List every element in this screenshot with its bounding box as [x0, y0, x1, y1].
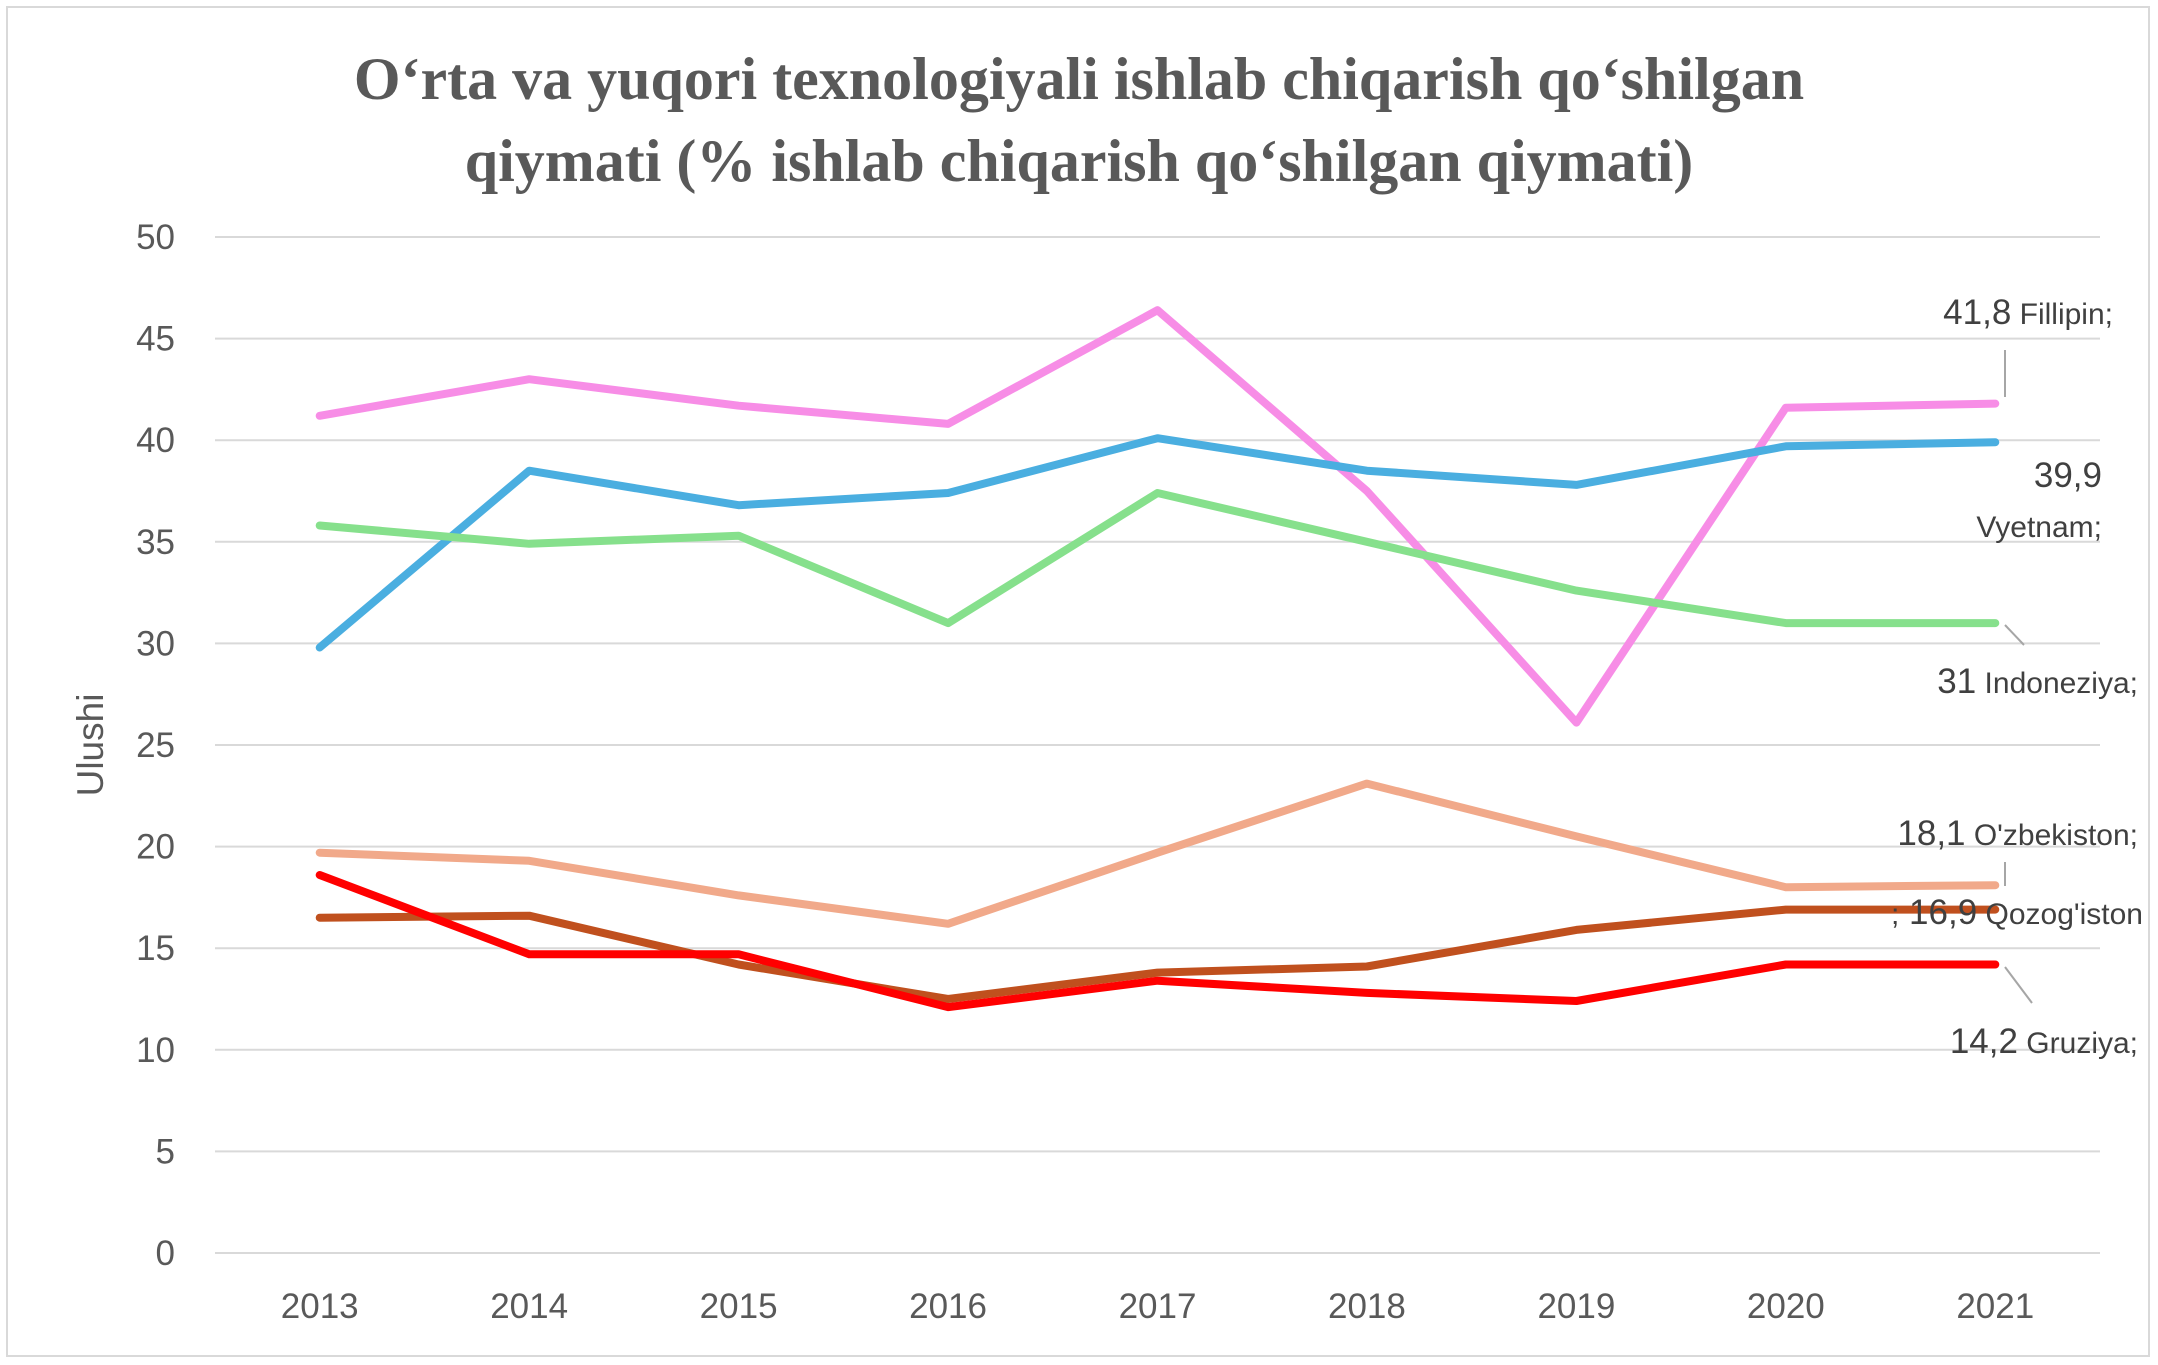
data-labels: 41,8 Fillipin; 39,9 Vyetnam; 31 Indoneziya;…: [1891, 293, 2143, 1061]
x-tick-label-2021: 2021: [1956, 1287, 2034, 1326]
data-label-gruziya: 14,2 Gruziya;: [1950, 1022, 2138, 1061]
x-tick-label-2020: 2020: [1747, 1287, 1825, 1326]
data-label-series-name: Gruziya;: [2018, 1027, 2138, 1060]
chart-title-line-2: qiymati (% ishlab chiqarish qo‘shilgan q…: [464, 128, 1694, 194]
data-label-prefix: ;: [1891, 898, 1899, 931]
y-axis-title: Ulushi: [70, 694, 111, 797]
data-label-fillipin: 41,8 Fillipin;: [1943, 293, 2113, 332]
x-tick-label-2017: 2017: [1119, 1287, 1197, 1326]
chart-title: O‘rta va yuqori texnologiyali ishlab chi…: [0, 38, 2158, 202]
x-tick-label-2016: 2016: [909, 1287, 987, 1326]
label-leader-lines: [2004, 350, 2033, 1004]
x-tick-label-2014: 2014: [490, 1287, 568, 1326]
y-tick-label-35: 35: [136, 523, 175, 562]
gridlines: [215, 236, 2100, 1254]
y-tick-label-30: 30: [136, 624, 175, 663]
x-tick-label-2018: 2018: [1328, 1287, 1406, 1326]
data-label-vyetnam: Vyetnam;: [1976, 511, 2102, 544]
data-label-series-name: Vyetnam;: [1976, 511, 2102, 544]
series-line-vyetnam: [315, 434, 2000, 652]
data-label-value: 41,8: [1943, 293, 2011, 332]
data-label-series-name: Indoneziya;: [1976, 667, 2138, 700]
data-label-value: 14,2: [1950, 1022, 2018, 1061]
y-tick-label-5: 5: [156, 1132, 175, 1171]
data-label-series-name: Fillipin;: [2011, 298, 2113, 331]
series-lines: [315, 306, 2000, 1012]
data-label-indoneziya: 31 Indoneziya;: [1937, 662, 2138, 701]
chart-frame: [6, 6, 2150, 1357]
x-tick-label-2019: 2019: [1537, 1287, 1615, 1326]
y-tick-label-20: 20: [136, 828, 175, 867]
x-tick-label-2013: 2013: [281, 1287, 359, 1326]
data-label-o-zbekiston: 18,1 O'zbekiston;: [1897, 814, 2138, 853]
y-tick-label-15: 15: [136, 929, 175, 968]
series-line-gruziya: [315, 871, 2000, 1012]
y-tick-label-40: 40: [136, 421, 175, 460]
y-axis-ticks: 0 5 10 15 20 25 30 35 40 45 50: [136, 218, 175, 1273]
x-axis-ticks: 2013 2014 2015 2016 2017 2018 2019 2020 2021: [281, 1287, 2034, 1326]
y-tick-label-25: 25: [136, 726, 175, 765]
series-line-qozog-iston: [315, 905, 2000, 1003]
y-tick-label-10: 10: [136, 1031, 175, 1070]
series-line-indoneziya: [315, 489, 2000, 628]
chart-title-line-1: O‘rta va yuqori texnologiyali ishlab chi…: [353, 46, 1805, 112]
data-label-value: 18,1: [1897, 814, 1965, 853]
data-label-series-name: Qozog'iston: [1977, 898, 2143, 931]
data-label-value: 16,9: [1899, 893, 1977, 932]
leader-line-gruziya: [2004, 966, 2033, 1004]
y-tick-label-0: 0: [156, 1234, 175, 1273]
data-label-qozog-iston: ; 16,9 Qozog'iston: [1891, 893, 2143, 932]
x-tick-label-2015: 2015: [700, 1287, 778, 1326]
data-label-vyetnam: 39,9: [2034, 456, 2102, 495]
series-line-o-zbekiston: [315, 779, 2000, 928]
y-tick-label-45: 45: [136, 320, 175, 359]
y-tick-label-50: 50: [136, 218, 175, 257]
data-label-series-name: O'zbekiston;: [1966, 819, 2138, 852]
series-line-fillipin: [315, 306, 2000, 727]
data-label-value: 39,9: [2034, 456, 2102, 495]
leader-line-indoneziya: [2004, 624, 2025, 646]
data-label-value: 31: [1937, 662, 1976, 701]
